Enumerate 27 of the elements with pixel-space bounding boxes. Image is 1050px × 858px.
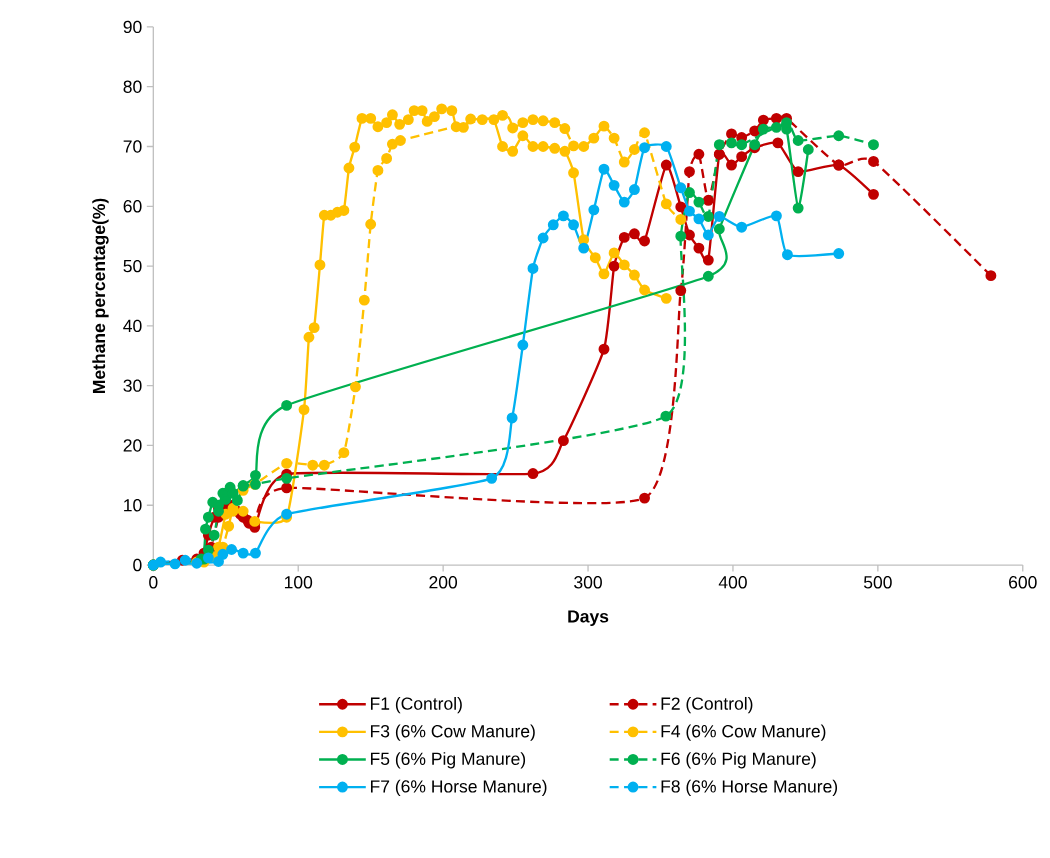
y-tick-label: 30 [123, 379, 142, 392]
y-tick-label: 10 [124, 499, 142, 512]
legend-label: F7 (6% Horse Manure) [370, 779, 547, 797]
legend-label: F5 (6% Pig Manure) [370, 752, 526, 769]
x-tick-label: 300 [574, 576, 602, 589]
x-tick-label: 200 [429, 576, 458, 589]
legend-label: F3 (6% Cow Manure) [370, 724, 535, 741]
y-tick-label: 70 [123, 140, 142, 153]
y-tick-label: 60 [123, 200, 142, 213]
y-tick-label: 90 [123, 20, 142, 34]
y-tick-label: 80 [123, 80, 142, 93]
y-tick-label: 40 [123, 319, 142, 333]
x-tick-label: 500 [863, 576, 892, 589]
x-tick-label: 0 [149, 576, 158, 589]
x-tick-label: 600 [1009, 576, 1037, 589]
y-tick-label: 50 [123, 259, 142, 273]
x-tick-label: 100 [284, 576, 313, 589]
legend-label: F4 (6% Cow Manure) [661, 724, 826, 741]
x-axis-title: Days [568, 610, 609, 627]
legend-label: F8 (6% Horse Manure) [661, 779, 838, 797]
x-tick-label: 400 [718, 576, 747, 589]
y-axis-title: Methane percentage(%) [92, 198, 109, 394]
y-tick-label: 0 [133, 558, 142, 572]
legend-label: F2 (Control) [661, 697, 753, 714]
y-tick-label: 20 [123, 439, 142, 452]
legend-label: F1 (Control) [370, 697, 462, 714]
legend-label: F6 (6% Pig Manure) [661, 752, 816, 769]
